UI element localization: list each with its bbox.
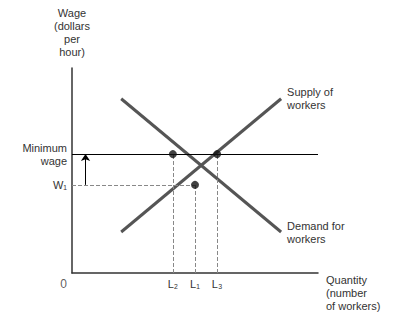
svg-text:wage: wage	[40, 155, 67, 167]
svg-text:per: per	[64, 33, 80, 45]
svg-text:(number: (number	[326, 287, 367, 299]
svg-text:of workers): of workers)	[326, 300, 380, 312]
svg-text:hour): hour)	[59, 46, 85, 58]
svg-text:Demand for: Demand for	[287, 220, 345, 232]
svg-text:Minimum: Minimum	[22, 142, 67, 154]
svg-text:workers: workers	[286, 233, 326, 245]
svg-text:L₃: L₃	[212, 278, 223, 290]
svg-text:W₁: W₁	[53, 179, 67, 191]
svg-text:workers: workers	[286, 99, 326, 111]
svg-text:Wage: Wage	[58, 7, 86, 19]
svg-text:(dollars: (dollars	[54, 20, 91, 32]
svg-text:Quantity: Quantity	[326, 274, 367, 286]
svg-text:L₁: L₁	[190, 278, 200, 290]
svg-text:L₂: L₂	[168, 278, 178, 290]
svg-text:Supply of: Supply of	[287, 86, 334, 98]
svg-text:0: 0	[60, 277, 67, 291]
